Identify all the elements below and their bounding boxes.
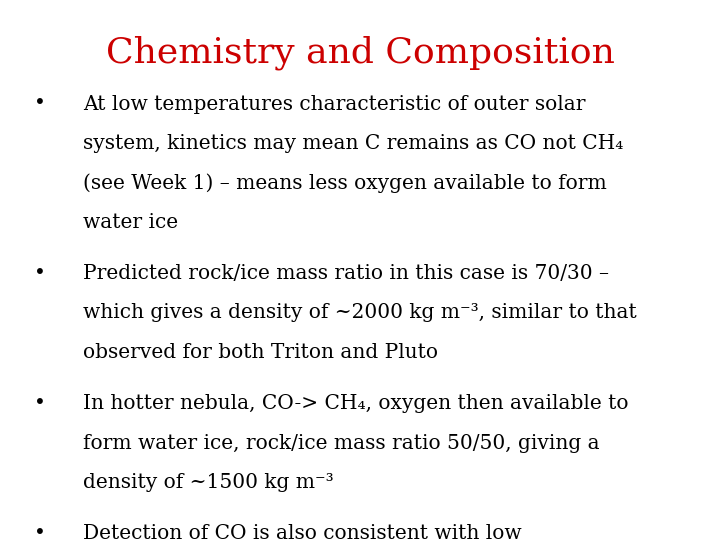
Text: system, kinetics may mean C remains as CO not CH₄: system, kinetics may mean C remains as C… [83, 134, 624, 153]
Text: which gives a density of ~2000 kg m⁻³, similar to that: which gives a density of ~2000 kg m⁻³, s… [83, 303, 636, 322]
Text: Detection of CO is also consistent with low: Detection of CO is also consistent with … [83, 524, 521, 540]
Text: water ice: water ice [83, 213, 178, 232]
Text: At low temperatures characteristic of outer solar: At low temperatures characteristic of ou… [83, 94, 585, 113]
Text: observed for both Triton and Pluto: observed for both Triton and Pluto [83, 343, 438, 362]
Text: density of ~1500 kg m⁻³: density of ~1500 kg m⁻³ [83, 473, 333, 492]
Text: In hotter nebula, CO-> CH₄, oxygen then available to: In hotter nebula, CO-> CH₄, oxygen then … [83, 394, 629, 413]
Text: form water ice, rock/ice mass ratio 50/50, giving a: form water ice, rock/ice mass ratio 50/5… [83, 434, 600, 453]
Text: •: • [34, 524, 45, 540]
Text: •: • [34, 394, 45, 413]
Text: (see Week 1) – means less oxygen available to form: (see Week 1) – means less oxygen availab… [83, 173, 606, 193]
Text: Predicted rock/ice mass ratio in this case is 70/30 –: Predicted rock/ice mass ratio in this ca… [83, 264, 609, 283]
Text: •: • [34, 264, 45, 283]
Text: Chemistry and Composition: Chemistry and Composition [106, 35, 614, 70]
Text: •: • [34, 94, 45, 113]
